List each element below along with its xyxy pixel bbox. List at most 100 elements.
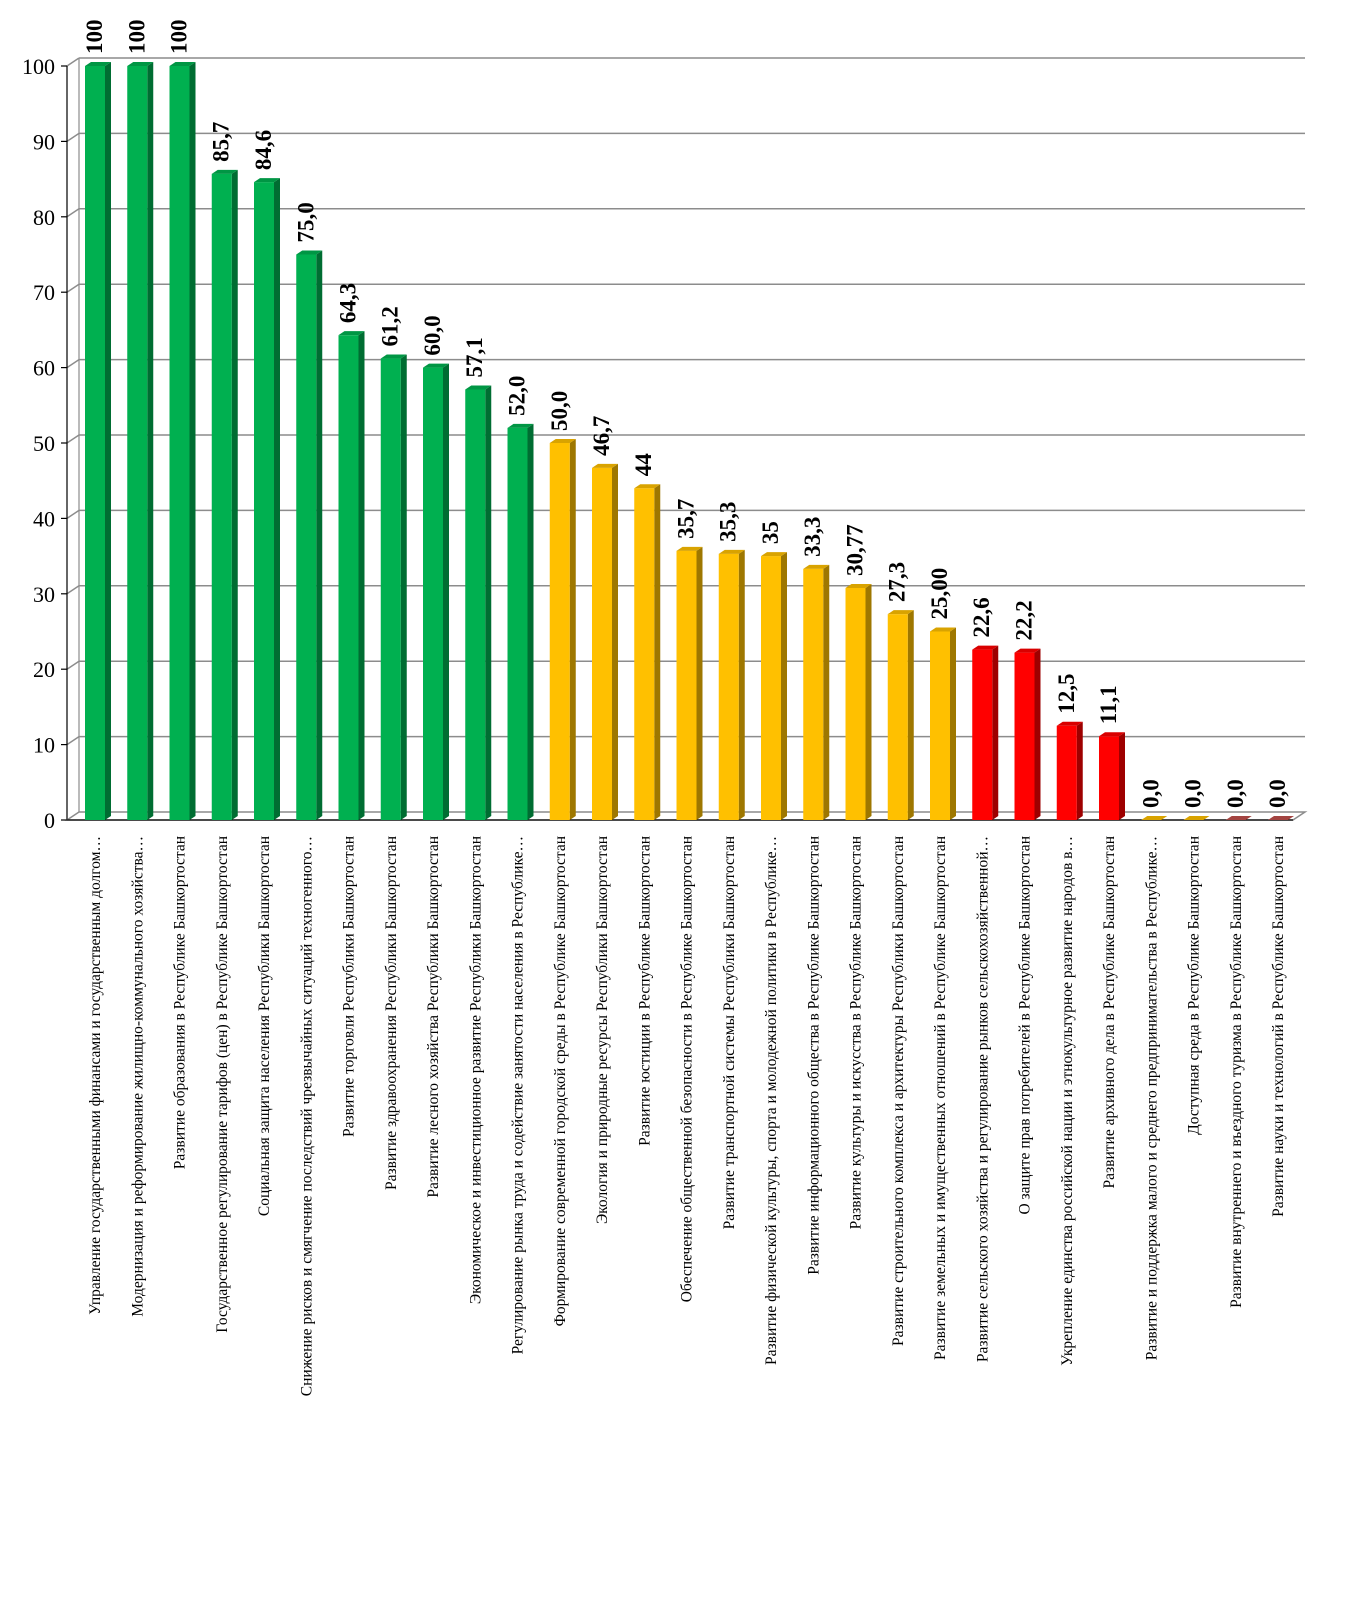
bar (380, 354, 407, 820)
bar-front (1099, 736, 1119, 820)
bar (507, 423, 534, 820)
gridline-depth (66, 358, 80, 369)
bar-front (676, 550, 697, 820)
y-tick-label: 0 (44, 808, 55, 833)
data-label: 52,0 (505, 376, 530, 416)
gridline-depth (66, 585, 80, 595)
bar (549, 439, 576, 820)
bar-side (1119, 732, 1125, 820)
bar-side (865, 583, 872, 820)
data-label: 100 (124, 20, 149, 55)
bar (85, 62, 111, 820)
bars (85, 62, 1294, 821)
category-label: Развитие архивного дела в Республике Баш… (1101, 836, 1118, 1188)
category-label: Развитие культуры и искусства в Республи… (848, 836, 865, 1229)
bar-top (211, 169, 238, 174)
y-tick-label: 80 (33, 205, 55, 230)
bar-top (169, 62, 196, 66)
bar-side (992, 645, 999, 820)
bar-side (189, 62, 196, 820)
bar (1268, 816, 1294, 820)
bar (1099, 732, 1125, 820)
category-label: Развитие внутреннего и въездного туризма… (1228, 836, 1245, 1308)
bar-front (972, 649, 993, 820)
bar-top (127, 62, 154, 66)
category-label: Управление государственными финансами и … (87, 836, 104, 1315)
bar-front (761, 556, 781, 820)
data-label: 33,3 (800, 517, 825, 557)
bar-top (676, 546, 703, 551)
bar-side (781, 552, 787, 820)
bar (1225, 816, 1252, 820)
bar-front (507, 427, 528, 820)
gridline-depth (66, 57, 80, 67)
bar-front (845, 587, 866, 820)
bar-top (1183, 816, 1210, 820)
data-labels: 100 100 100 85,7 84,6 75,0 64,3 61,2 60,0 57,1 52,… (82, 20, 1290, 809)
bar-front (85, 66, 105, 820)
category-label: Социальная защита населения Республики Б… (256, 836, 273, 1216)
data-label: 85,7 (209, 122, 234, 162)
y-axis-ticks: 0 10 20 30 40 50 60 70 80 90 100 (22, 54, 67, 833)
bar-top (803, 564, 830, 569)
bar (423, 363, 449, 820)
gridline-depth (66, 434, 80, 444)
category-label: Снижение рисков и смягчение последствий … (298, 836, 315, 1396)
category-label: Модернизация и реформирование жилищно-ко… (129, 836, 146, 1317)
bar-front (592, 467, 612, 820)
bar-front (380, 358, 401, 820)
y-tick-label: 30 (33, 582, 55, 607)
bar (761, 552, 787, 820)
data-label: 22,2 (1012, 600, 1037, 640)
category-label: Формирование современной городской среды… (552, 836, 569, 1326)
category-label: Развитие здравоохранения Республики Башк… (383, 836, 400, 1190)
bar-side (654, 484, 661, 820)
bar-top (85, 62, 111, 66)
data-label: 0,0 (1265, 779, 1290, 808)
category-label: Развитие строительного комплекса и архит… (890, 836, 907, 1346)
data-label: 100 (167, 20, 192, 55)
bar-front (423, 367, 443, 820)
bar-front (1014, 652, 1035, 820)
data-label: 25,00 (927, 568, 952, 620)
data-label: 61,2 (378, 306, 403, 346)
bar (1183, 816, 1210, 820)
bar (718, 549, 745, 820)
bar-top (1141, 816, 1168, 820)
bar-side (950, 627, 956, 820)
bar-front (887, 614, 908, 820)
category-label: Развитие информационного общества в Респ… (805, 836, 822, 1275)
data-label: 0,0 (1181, 779, 1206, 808)
bar-top (634, 484, 661, 489)
bar-top (972, 645, 999, 650)
data-label: 60,0 (420, 315, 445, 355)
bar (887, 610, 914, 820)
bar-top (296, 250, 323, 255)
bar (254, 178, 280, 821)
data-label: 11,1 (1096, 685, 1121, 724)
bar-top (423, 363, 449, 368)
bar-top (887, 610, 914, 615)
bar (211, 169, 238, 820)
bar-front (718, 553, 739, 820)
bar-side (823, 564, 830, 820)
y-tick-label: 40 (33, 506, 55, 531)
bar-side (696, 546, 703, 820)
data-label: 35,7 (674, 499, 699, 539)
x-axis-labels: Управление государственными финансами и … (87, 836, 1287, 1396)
bar (592, 463, 618, 820)
category-label: Экономическое и инвестиционное развитие … (467, 836, 484, 1304)
bar-front (211, 173, 232, 820)
category-label: Развитие торговли Республики Башкортоста… (341, 836, 358, 1137)
y-tick-label: 50 (33, 431, 55, 456)
bar (338, 331, 365, 820)
bar-side (485, 385, 492, 820)
category-label: О защите прав потребителей в Республике … (1017, 836, 1034, 1215)
category-label: Укрепление единства российской нации и э… (1059, 836, 1076, 1366)
y-tick-label: 90 (33, 129, 55, 154)
data-label: 0,0 (1138, 779, 1163, 808)
bar-top (1056, 721, 1083, 726)
bar (1056, 721, 1083, 820)
bar-front (930, 631, 950, 820)
category-label: Развитие земельных и имущественных отнош… (932, 836, 949, 1360)
